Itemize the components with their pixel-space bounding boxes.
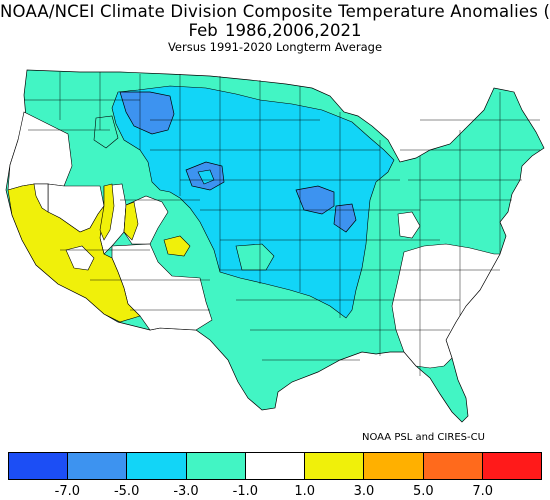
legend-bin [68, 453, 128, 479]
division-lines [24, 72, 540, 376]
legend-tick-label: -3.0 [173, 484, 199, 499]
yellow-utah-east [123, 201, 139, 241]
blue-montana [119, 91, 175, 135]
legend-bin [482, 453, 541, 479]
legend-bin [9, 453, 69, 479]
legend-bin [186, 453, 246, 479]
cyan-northern-plains-midwest [111, 85, 395, 319]
legend-bin [305, 453, 365, 479]
legend-tick-label: 3.0 [353, 484, 375, 499]
legend-tick-label: -5.0 [113, 484, 140, 499]
legend-bin [127, 453, 187, 479]
aqua-kansas-pocket [235, 243, 275, 271]
credit-text: NOAA PSL and CIRES-CU [362, 432, 485, 443]
blue-illinois [333, 203, 357, 233]
yellow-utah-strip [99, 183, 115, 241]
yellow-colorado-patch [163, 235, 191, 257]
legend-tick-label: 7.0 [472, 484, 493, 499]
legend-bin [423, 453, 483, 479]
white-appalachian-patch [397, 211, 421, 239]
color-legend [8, 452, 542, 480]
legend-bin [364, 453, 424, 479]
legend-tick-label: 5.0 [412, 484, 434, 499]
white-nevada-inner [33, 183, 49, 213]
legend-tick-label: 1.0 [294, 484, 315, 499]
map-subtitle: Versus 1991-2020 Longterm Average [167, 40, 383, 54]
legend-bin [245, 453, 306, 479]
white-southeast [391, 243, 501, 369]
legend-tick-label: -7.0 [54, 484, 81, 499]
legend-tick-label: -1.0 [232, 484, 259, 499]
map-title-line2: Feb 1986,2006,2021 [188, 21, 362, 40]
white-southern-nevada [65, 245, 95, 271]
map-title-line1: NOAA/NCEI Climate Division Composite Tem… [0, 2, 550, 21]
